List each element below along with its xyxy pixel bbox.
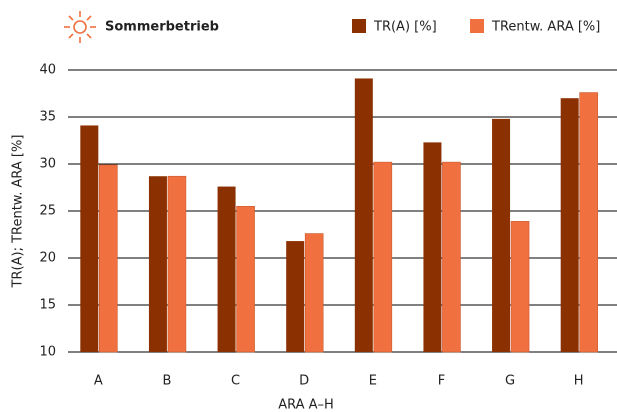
legend-swatch [470, 19, 484, 33]
bar [442, 161, 461, 353]
x-tick-label: C [231, 374, 240, 389]
y-tick-label: 35 [39, 110, 56, 125]
bar [510, 221, 530, 353]
bar [217, 186, 236, 352]
x-tick-label: D [299, 374, 309, 389]
bar [423, 142, 442, 352]
x-tick-label: B [162, 374, 171, 389]
y-tick-label: 25 [39, 204, 56, 219]
y-tick-label: 10 [39, 345, 56, 360]
x-axis-title: ARA A–H [278, 398, 334, 412]
bar [373, 161, 393, 353]
bar [560, 98, 579, 352]
x-tick-label: A [94, 374, 103, 389]
legend-label: TRentw. ARA [%] [491, 20, 600, 35]
y-tick-label: 40 [39, 63, 56, 78]
x-tick-label: G [505, 374, 515, 389]
legend-label: TR(A) [%] [373, 20, 437, 35]
bar [236, 206, 255, 353]
y-tick-label: 15 [39, 298, 56, 313]
y-tick-label: 30 [39, 157, 56, 172]
x-tick-label: E [369, 374, 377, 389]
bar [148, 176, 167, 352]
x-tick-label: F [438, 374, 445, 389]
y-axis-title: TR(A); TRentw. ARA [%] [11, 135, 26, 289]
bar [304, 233, 324, 353]
bar [286, 241, 305, 352]
chart-title: Sommerbetrieb [105, 20, 219, 35]
y-tick-label: 20 [39, 251, 56, 266]
legend-swatch [352, 19, 366, 33]
bar [80, 125, 99, 353]
bar [167, 175, 187, 353]
bar [579, 92, 598, 353]
x-tick-label: H [574, 374, 584, 389]
bar [354, 78, 373, 353]
sun-icon [64, 11, 96, 43]
bar [492, 118, 511, 352]
bar [99, 164, 118, 353]
